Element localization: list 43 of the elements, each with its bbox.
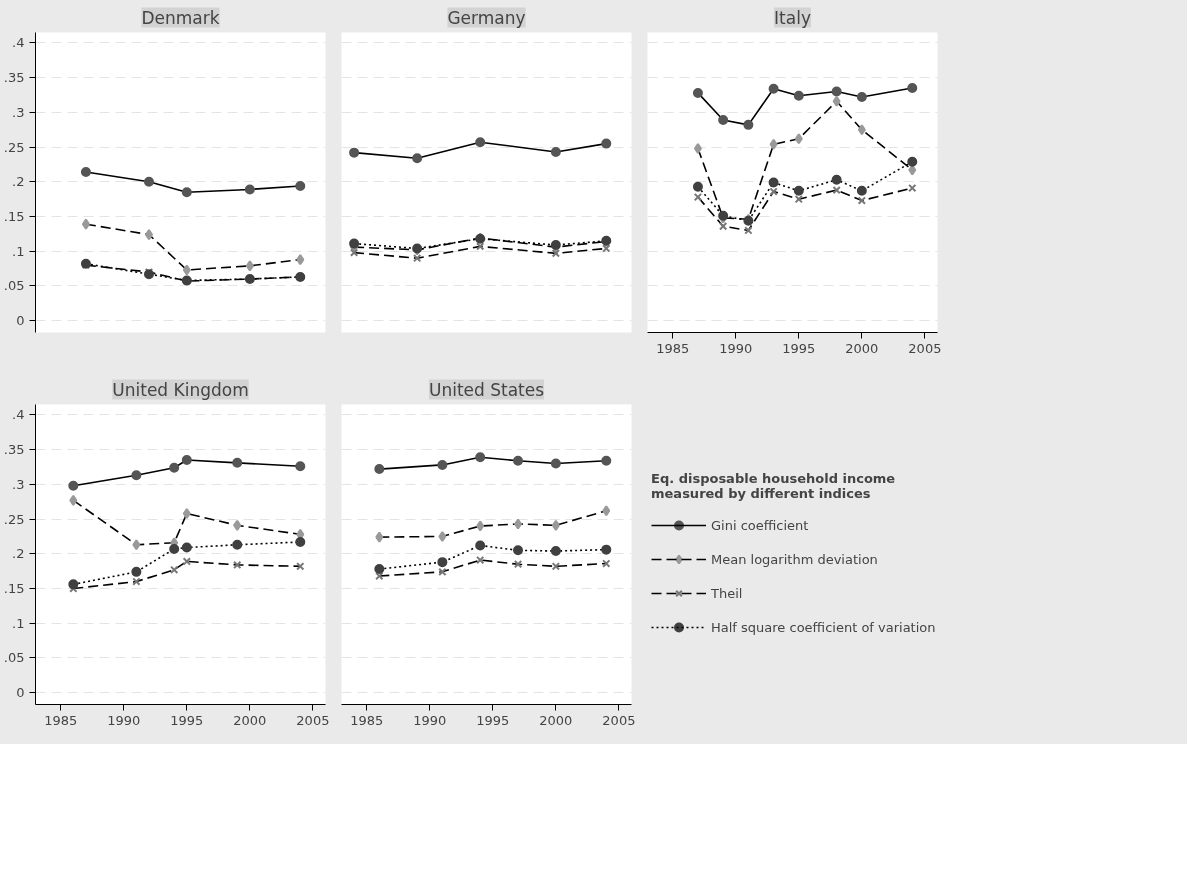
- x-tick-label: 1985: [656, 340, 690, 356]
- y-tick-label: .05: [3, 278, 25, 294]
- x-tick-label: 2005: [296, 712, 330, 728]
- x-tick-label: 1995: [170, 712, 204, 728]
- legend-label: Mean logarithm deviation: [711, 551, 878, 567]
- y-tick-label: .35: [3, 442, 25, 458]
- y-tick-label: .35: [3, 70, 25, 86]
- x-tick-label: 1990: [719, 340, 753, 356]
- y-tick-label: .25: [3, 511, 25, 527]
- y-tick-label: .15: [3, 581, 25, 597]
- y-tick-label: .3: [12, 476, 25, 492]
- x-tick-label: 2000: [539, 712, 573, 728]
- x-tick-label: 1985: [350, 712, 384, 728]
- x-tick-label: 2005: [602, 712, 636, 728]
- y-tick-label: .1: [12, 243, 25, 259]
- y-tick-label: .25: [3, 139, 25, 155]
- y-tick-label: .4: [12, 35, 25, 51]
- y-tick-label: .1: [12, 615, 25, 631]
- y-tick-label: .2: [12, 174, 25, 190]
- legend-label: Half square coefficient of variation: [711, 619, 936, 635]
- x-tick-label: 1990: [107, 712, 141, 728]
- y-tick-label: 0: [16, 685, 25, 701]
- legend-label: Theil: [711, 585, 743, 601]
- legend-label: Gini coefficient: [711, 517, 809, 533]
- chart-title: United States: [428, 379, 545, 400]
- chart-title: Denmark: [141, 7, 220, 28]
- chart-title: Italy: [774, 7, 811, 28]
- y-tick-label: .05: [3, 650, 25, 666]
- x-tick-label: 1995: [782, 340, 816, 356]
- y-tick-label: .3: [12, 104, 25, 120]
- chart-title: United Kingdom: [112, 379, 249, 400]
- x-tick-label: 2000: [845, 340, 879, 356]
- y-tick-label: .4: [12, 407, 25, 423]
- y-tick-label: .2: [12, 546, 25, 562]
- y-tick-label: .15: [3, 209, 25, 225]
- x-tick-label: 1995: [476, 712, 510, 728]
- y-tick-label: 0: [16, 313, 25, 329]
- x-tick-label: 1985: [44, 712, 78, 728]
- x-tick-label: 2000: [233, 712, 267, 728]
- x-tick-label: 1990: [413, 712, 447, 728]
- x-tick-label: 2005: [908, 340, 942, 356]
- chart-title: Germany: [447, 7, 526, 28]
- legend-title: Eq. disposable household income measured by different indices: [651, 471, 897, 501]
